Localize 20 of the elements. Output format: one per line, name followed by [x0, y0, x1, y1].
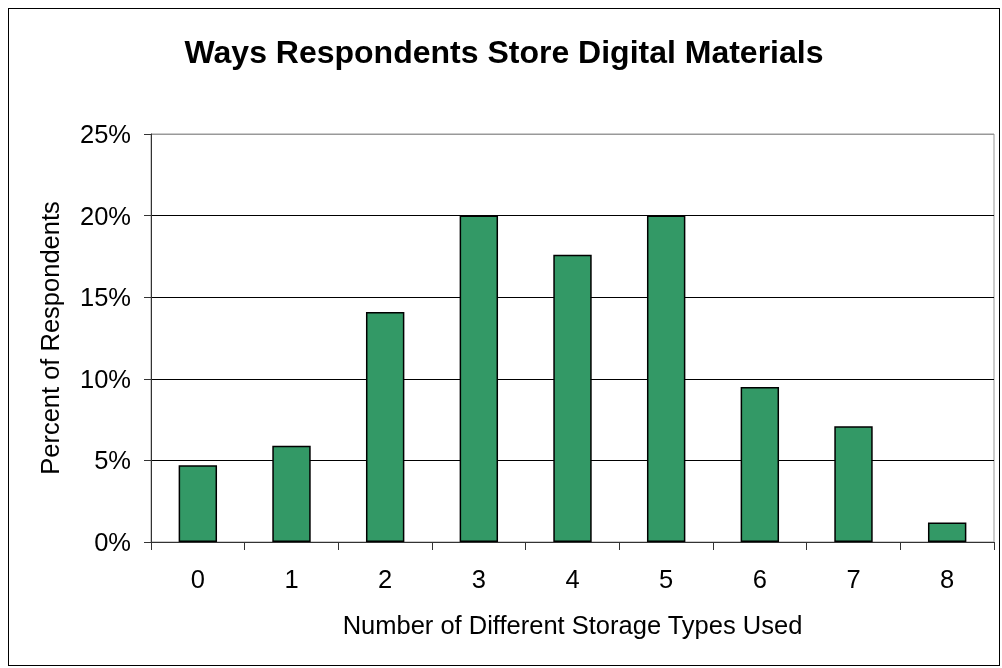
y-tick-label: 5% — [94, 446, 131, 475]
x-tick-label: 4 — [565, 565, 580, 593]
x-tick-label: 8 — [940, 565, 955, 593]
x-tick-label: 2 — [378, 565, 393, 593]
y-tick-label: 0% — [94, 528, 131, 556]
y-axis-title: Percent of Respondents — [36, 201, 64, 475]
y-tick-label: 15% — [79, 283, 131, 312]
x-tick-label: 3 — [471, 565, 486, 593]
x-tick-label: 7 — [846, 565, 861, 593]
chart-title: Ways Respondents Store Digital Materials — [184, 34, 824, 70]
x-tick-label: 0 — [190, 565, 205, 593]
y-tick-label: 25% — [79, 120, 131, 148]
x-tick-label: 5 — [659, 565, 674, 593]
bar — [178, 465, 218, 542]
x-axis-title: Number of Different Storage Types Used — [342, 611, 803, 639]
x-tick-label: 1 — [284, 565, 299, 593]
x-tick-label: 6 — [752, 565, 767, 593]
y-tick-label: 20% — [79, 201, 131, 230]
bar — [927, 522, 967, 542]
y-tick-label: 10% — [79, 364, 131, 393]
